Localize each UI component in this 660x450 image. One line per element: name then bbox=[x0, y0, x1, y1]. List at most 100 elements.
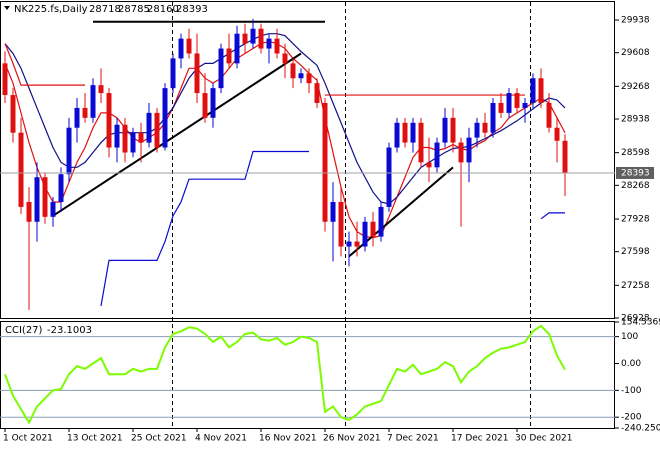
candle-body bbox=[186, 38, 192, 54]
candle-body bbox=[250, 28, 256, 44]
candle-body bbox=[378, 206, 384, 237]
candle-body bbox=[386, 147, 392, 207]
candle-body bbox=[490, 102, 496, 133]
candle-body bbox=[82, 107, 88, 118]
y-tick-label: 27928 bbox=[621, 215, 650, 225]
candle-body bbox=[314, 83, 320, 103]
overlay-line bbox=[4, 33, 566, 205]
candle-body bbox=[50, 201, 56, 217]
candle-body bbox=[546, 102, 552, 128]
x-tick-label: 25 Oct 2021 bbox=[131, 434, 187, 444]
candle-body bbox=[562, 140, 568, 173]
cci-line bbox=[4, 324, 566, 425]
candle-body bbox=[290, 63, 296, 79]
y-tick-label: 28598 bbox=[621, 148, 650, 158]
y-tick-label: 28268 bbox=[621, 181, 650, 191]
candle-body bbox=[178, 38, 184, 59]
cci-title: CCI(27) bbox=[5, 325, 43, 336]
cci-value: -23.1003 bbox=[47, 325, 92, 336]
candle-body bbox=[522, 102, 528, 108]
x-tick-label: 30 Dec 2021 bbox=[515, 434, 573, 444]
candle-body bbox=[170, 58, 176, 89]
candle-body bbox=[66, 127, 72, 175]
menu-icon bbox=[4, 6, 10, 10]
candle-body bbox=[106, 93, 112, 148]
candle-body bbox=[26, 201, 32, 222]
candle-body bbox=[202, 93, 208, 118]
y-tick-label: -100 bbox=[621, 386, 642, 396]
candle-body bbox=[434, 142, 440, 168]
candle-body bbox=[418, 122, 424, 163]
x-tick-label: 7 Dec 2021 bbox=[387, 434, 439, 444]
candle-body bbox=[322, 102, 328, 222]
candle-body bbox=[18, 132, 24, 207]
cci-frame bbox=[0, 321, 615, 429]
symbol-title: NK225.fs,Daily bbox=[14, 4, 88, 15]
y-tick-label: 29938 bbox=[621, 16, 650, 26]
candle-body bbox=[234, 33, 240, 64]
bid-label-box bbox=[616, 166, 654, 179]
y-tick-label: 27258 bbox=[621, 281, 650, 291]
candle-body bbox=[274, 38, 280, 54]
candle-body bbox=[194, 53, 200, 94]
candle-body bbox=[506, 93, 512, 113]
candle-body bbox=[426, 162, 432, 168]
candle-body bbox=[498, 102, 504, 113]
y-tick-label: 100 bbox=[621, 332, 638, 342]
candle-body bbox=[242, 33, 248, 44]
candle-body bbox=[466, 137, 472, 163]
candle-body bbox=[554, 127, 560, 141]
y-tick-label: 27598 bbox=[621, 247, 650, 257]
candle-body bbox=[402, 122, 408, 143]
candle-body bbox=[138, 132, 144, 143]
candle-body bbox=[370, 221, 376, 237]
candle-body bbox=[362, 221, 368, 247]
candle-body bbox=[146, 112, 152, 143]
candle-body bbox=[538, 78, 544, 103]
candle-body bbox=[410, 122, 416, 143]
x-tick-label: 4 Nov 2021 bbox=[195, 434, 247, 444]
candle-body bbox=[482, 122, 488, 133]
candle-body bbox=[394, 122, 400, 148]
candle-body bbox=[354, 241, 360, 247]
candle-body bbox=[530, 78, 536, 103]
candle-body bbox=[34, 177, 40, 222]
overlay-line bbox=[100, 150, 565, 307]
candle-body bbox=[514, 93, 520, 108]
candle-body bbox=[114, 124, 120, 148]
candle-body bbox=[226, 48, 232, 64]
low-value: 28160 bbox=[147, 4, 179, 15]
y-tick-label: 28938 bbox=[621, 115, 650, 125]
overlay-line bbox=[4, 43, 525, 96]
candle-body bbox=[450, 117, 456, 143]
y-tick-label: 29268 bbox=[621, 82, 650, 92]
candle-body bbox=[130, 132, 136, 153]
candle-body bbox=[218, 48, 224, 89]
y-tick-label: -200 bbox=[621, 413, 642, 423]
candle-body bbox=[266, 38, 272, 49]
x-tick-label: 26 Nov 2021 bbox=[323, 434, 381, 444]
candle-body bbox=[74, 107, 80, 128]
candle-body bbox=[58, 174, 64, 202]
candle-body bbox=[474, 122, 480, 138]
candle-body bbox=[442, 117, 448, 143]
candle-body bbox=[346, 241, 352, 247]
candle-body bbox=[154, 112, 160, 148]
trend-line bbox=[52, 52, 302, 217]
candle-body bbox=[458, 142, 464, 163]
y-tick-label: 154.5369 bbox=[621, 318, 660, 328]
candle-body bbox=[90, 85, 96, 118]
candle-body bbox=[210, 88, 216, 118]
candle-body bbox=[282, 53, 288, 64]
candle-body bbox=[162, 88, 168, 148]
bid-label: 28393 bbox=[621, 168, 650, 178]
main-frame bbox=[0, 1, 615, 319]
candle-body bbox=[122, 124, 128, 153]
x-tick-label: 16 Nov 2021 bbox=[259, 434, 317, 444]
y-tick-label: 29608 bbox=[621, 48, 650, 58]
candle-body bbox=[98, 85, 104, 94]
x-tick-label: 13 Oct 2021 bbox=[67, 434, 123, 444]
candle-body bbox=[330, 201, 336, 222]
